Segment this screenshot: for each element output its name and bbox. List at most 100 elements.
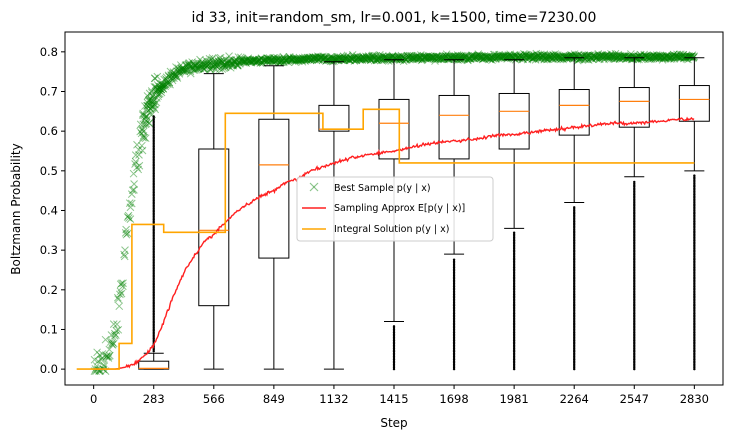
best-sample-point <box>550 52 559 61</box>
best-sample-point <box>657 53 665 62</box>
best-sample-point <box>395 52 403 61</box>
best-sample-point <box>464 54 473 62</box>
best-sample-point <box>151 74 159 83</box>
best-sample-point <box>662 51 671 60</box>
best-sample-point <box>419 53 428 62</box>
best-sample-point <box>589 53 598 62</box>
box <box>198 148 230 307</box>
box <box>378 98 410 160</box>
best-sample-point <box>407 51 416 60</box>
best-sample-point <box>206 65 214 73</box>
best-sample-point <box>107 340 116 348</box>
best-sample-point <box>603 50 611 59</box>
best-sample-point <box>499 51 508 60</box>
best-sample-point <box>510 51 519 59</box>
best-sample-point <box>291 56 300 65</box>
best-sample-point <box>283 55 292 64</box>
best-sample-point <box>284 58 293 67</box>
best-sample-point <box>297 56 305 65</box>
best-sample-point <box>477 52 485 60</box>
best-sample-point <box>677 53 686 62</box>
best-sample-point <box>591 52 599 60</box>
best-sample-point <box>488 53 497 62</box>
best-sample-point <box>603 52 612 60</box>
best-sample-point <box>608 52 617 60</box>
best-sample-point <box>182 66 190 74</box>
best-sample-point <box>663 52 671 60</box>
best-sample-point <box>188 58 196 66</box>
best-sample-point <box>451 52 460 61</box>
best-sample-point <box>418 55 427 64</box>
best-sample-point <box>315 55 324 64</box>
best-sample-point <box>650 52 659 60</box>
best-sample-point <box>358 56 367 65</box>
best-sample-point <box>561 52 570 61</box>
best-sample-point <box>102 353 111 361</box>
best-sample-point <box>334 53 343 62</box>
legend-label-integral: Integral Solution p(y | x) <box>334 224 449 235</box>
best-sample-point <box>252 57 261 66</box>
best-sample-point <box>148 100 157 109</box>
best-sample-point <box>539 53 547 61</box>
best-sample-point <box>258 57 266 66</box>
best-sample-point <box>635 52 644 61</box>
best-sample-point <box>537 55 546 63</box>
best-sample-point <box>463 56 472 64</box>
best-sample-point <box>485 54 494 63</box>
best-sample-point <box>500 52 509 61</box>
best-sample-point <box>215 65 224 73</box>
best-sample-point <box>354 53 362 62</box>
best-sample-point <box>307 56 316 64</box>
best-sample-point <box>296 56 305 64</box>
best-sample-point <box>516 54 524 63</box>
best-sample-point <box>472 53 480 62</box>
best-sample-point <box>343 52 351 61</box>
best-sample-point <box>348 55 357 63</box>
best-sample-point <box>313 52 322 61</box>
best-sample-point <box>196 64 205 73</box>
best-sample-point <box>151 87 160 96</box>
best-sample-point <box>477 53 486 62</box>
best-sample-point <box>319 52 327 61</box>
best-sample-point <box>612 54 621 63</box>
best-sample-point <box>479 52 488 61</box>
best-sample-point <box>157 88 166 97</box>
best-sample-point <box>330 57 338 65</box>
best-sample-point <box>191 64 200 73</box>
best-sample-point <box>341 54 350 63</box>
best-sample-point <box>384 54 392 63</box>
best-sample-point <box>217 56 225 65</box>
best-sample-point <box>298 56 306 65</box>
best-sample-point <box>624 53 633 61</box>
best-sample-point <box>217 59 226 68</box>
best-sample-point <box>531 55 540 64</box>
best-sample-point <box>590 52 599 61</box>
best-sample-point <box>302 55 311 64</box>
best-sample-point <box>309 53 318 62</box>
best-sample-point <box>405 51 414 60</box>
best-sample-point <box>581 55 590 64</box>
best-sample-point <box>300 55 309 63</box>
best-sample-point <box>610 51 618 60</box>
best-sample-point <box>367 55 376 63</box>
best-sample-point <box>397 54 405 63</box>
best-sample-point <box>566 51 575 59</box>
best-sample-point <box>659 54 667 63</box>
x-tick-label: 2264 <box>560 392 589 406</box>
best-sample-point <box>427 54 436 63</box>
best-sample-point <box>175 68 184 77</box>
best-sample-point <box>148 88 156 97</box>
best-sample-point <box>130 185 138 194</box>
best-sample-point <box>547 54 556 62</box>
best-sample-point <box>613 53 621 62</box>
best-sample-point <box>488 53 497 62</box>
best-sample-point <box>250 55 258 64</box>
best-sample-point <box>241 56 249 65</box>
best-sample-point <box>349 55 357 63</box>
best-sample-point <box>195 62 203 70</box>
best-sample-point <box>591 54 600 62</box>
best-sample-point <box>428 53 437 62</box>
best-sample-point <box>300 53 309 62</box>
best-sample-point <box>109 339 118 348</box>
best-sample-point <box>220 60 228 69</box>
